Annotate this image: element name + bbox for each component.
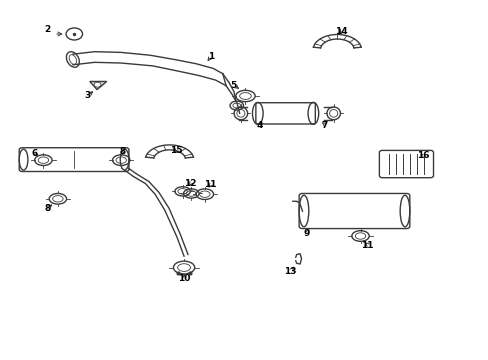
Text: 13: 13 <box>284 267 296 276</box>
Text: 14: 14 <box>334 27 347 36</box>
Text: 11: 11 <box>204 180 217 189</box>
Text: 8: 8 <box>44 204 51 213</box>
Text: 10: 10 <box>178 274 190 283</box>
Text: 7: 7 <box>321 121 327 130</box>
Text: 16: 16 <box>416 152 429 161</box>
Text: 3: 3 <box>84 91 90 100</box>
Polygon shape <box>90 81 106 90</box>
Text: 8: 8 <box>119 147 125 156</box>
Text: 1: 1 <box>207 52 213 61</box>
Circle shape <box>94 82 101 87</box>
Text: 9: 9 <box>303 229 309 238</box>
Text: 11: 11 <box>361 241 373 250</box>
Text: 2: 2 <box>44 25 51 34</box>
Text: 15: 15 <box>169 147 182 156</box>
Text: 12: 12 <box>183 179 196 188</box>
Text: 6: 6 <box>31 149 37 158</box>
Text: 5: 5 <box>229 81 236 90</box>
Text: 4: 4 <box>256 121 263 130</box>
